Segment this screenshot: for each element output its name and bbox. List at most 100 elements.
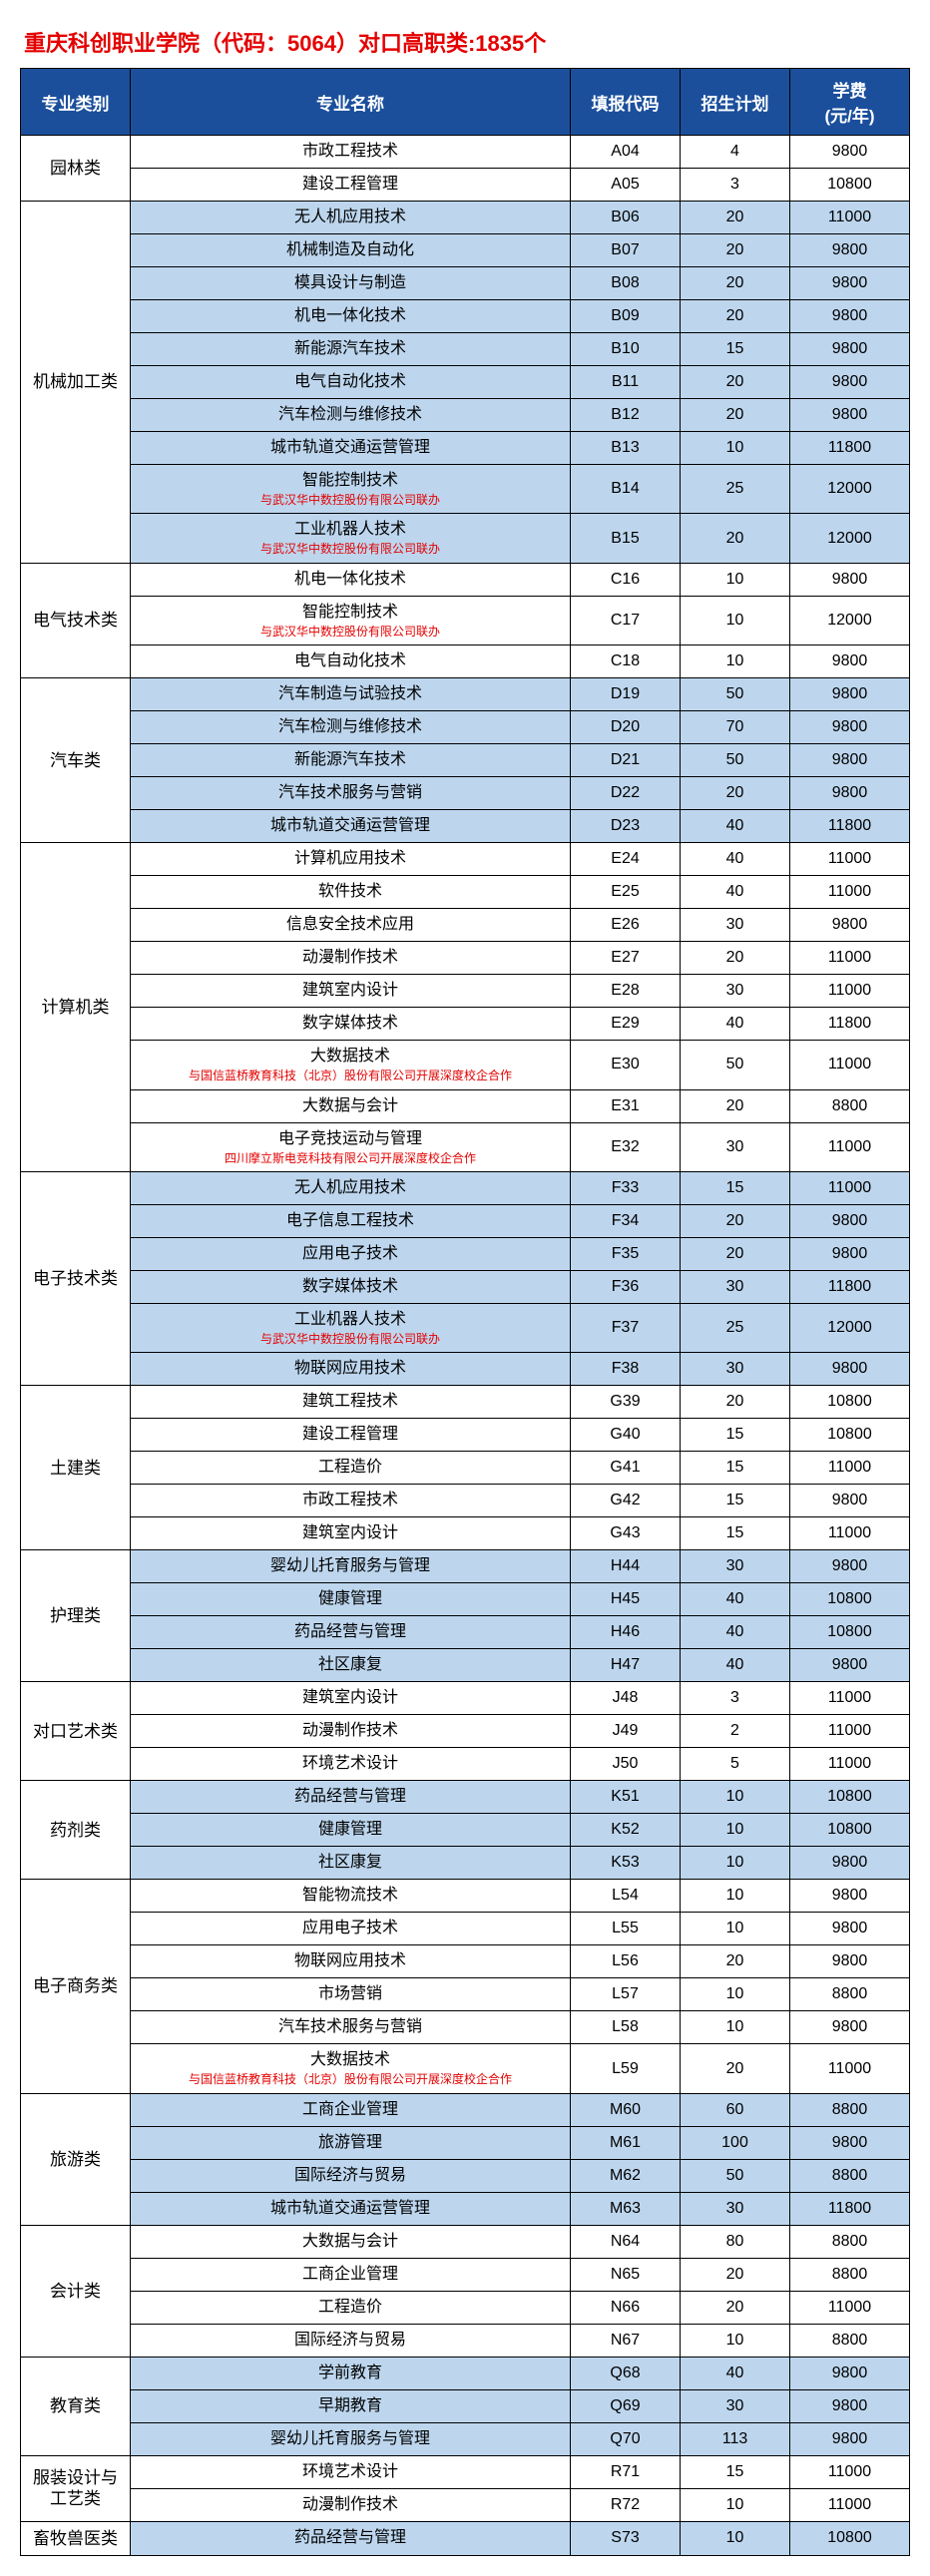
table-row: 服装设计与工艺类环境艺术设计R711511000 xyxy=(21,2455,910,2488)
cell-code: G42 xyxy=(571,1485,681,1517)
major-name: 大数据与会计 xyxy=(131,1089,571,1122)
cell-fee: 12000 xyxy=(790,1303,910,1352)
cell-code: A04 xyxy=(571,136,681,169)
category-cell: 计算机类 xyxy=(21,843,131,1172)
table-row: 健康管理K521010800 xyxy=(21,1814,910,1847)
cell-fee: 10800 xyxy=(790,2521,910,2555)
table-row: 园林类市政工程技术A0449800 xyxy=(21,136,910,169)
cell-plan: 20 xyxy=(681,1386,790,1419)
major-name: 学前教育 xyxy=(131,2357,571,2389)
cell-plan: 25 xyxy=(681,465,790,514)
category-cell: 电气技术类 xyxy=(21,563,131,677)
table-row: 建设工程管理G401510800 xyxy=(21,1419,910,1452)
enrollment-table: 专业类别 专业名称 填报代码 招生计划 学费(元/年) 园林类市政工程技术A04… xyxy=(20,68,910,2556)
cell-code: G40 xyxy=(571,1419,681,1452)
table-row: 电子技术类无人机应用技术F331511000 xyxy=(21,1171,910,1204)
cell-fee: 10800 xyxy=(790,1781,910,1814)
category-cell: 土建类 xyxy=(21,1386,131,1550)
cell-code: F38 xyxy=(571,1353,681,1386)
cell-fee: 11000 xyxy=(790,975,910,1008)
table-row: 电气自动化技术C18109800 xyxy=(21,645,910,678)
cell-plan: 20 xyxy=(681,514,790,563)
cell-fee: 11000 xyxy=(790,1041,910,1089)
table-row: 机械加工类无人机应用技术B062011000 xyxy=(21,202,910,234)
cell-fee: 9800 xyxy=(790,2389,910,2422)
cell-code: R72 xyxy=(571,2488,681,2521)
cell-code: E28 xyxy=(571,975,681,1008)
cell-code: L54 xyxy=(571,1880,681,1913)
major-name: 机电一体化技术 xyxy=(131,563,571,596)
table-row: 畜牧兽医类药品经营与管理S731010800 xyxy=(21,2521,910,2555)
major-subnote: 与国信蓝桥教育科技（北京）股份有限公司开展深度校企合作 xyxy=(135,2072,566,2086)
major-name: 模具设计与制造 xyxy=(131,267,571,300)
cell-code: K52 xyxy=(571,1814,681,1847)
major-name: 物联网应用技术 xyxy=(131,1353,571,1386)
major-name: 汽车检测与维修技术 xyxy=(131,711,571,744)
cell-fee: 8800 xyxy=(790,2159,910,2192)
table-row: 国际经济与贸易M62508800 xyxy=(21,2159,910,2192)
major-name: 市政工程技术 xyxy=(131,136,571,169)
table-row: 大数据技术与国信蓝桥教育科技（北京）股份有限公司开展深度校企合作E3050110… xyxy=(21,1041,910,1089)
cell-fee: 9800 xyxy=(790,2011,910,2044)
table-row: 城市轨道交通运营管理B131011800 xyxy=(21,432,910,465)
cell-code: F35 xyxy=(571,1237,681,1270)
cell-plan: 30 xyxy=(681,975,790,1008)
cell-code: E25 xyxy=(571,876,681,909)
cell-fee: 9800 xyxy=(790,2422,910,2455)
table-row: 工程造价G411511000 xyxy=(21,1452,910,1485)
major-name: 环境艺术设计 xyxy=(131,1748,571,1781)
table-row: 机械制造及自动化B07209800 xyxy=(21,234,910,267)
major-name: 建筑室内设计 xyxy=(131,1682,571,1715)
cell-code: B14 xyxy=(571,465,681,514)
cell-plan: 30 xyxy=(681,1122,790,1171)
cell-fee: 9800 xyxy=(790,711,910,744)
cell-fee: 9800 xyxy=(790,678,910,711)
cell-fee: 11800 xyxy=(790,2192,910,2225)
cell-fee: 12000 xyxy=(790,514,910,563)
cell-code: Q70 xyxy=(571,2422,681,2455)
major-name: 药品经营与管理 xyxy=(131,2521,571,2555)
table-row: 城市轨道交通运营管理M633011800 xyxy=(21,2192,910,2225)
cell-code: G41 xyxy=(571,1452,681,1485)
cell-plan: 15 xyxy=(681,1419,790,1452)
cell-fee: 8800 xyxy=(790,1978,910,2011)
cell-code: Q69 xyxy=(571,2389,681,2422)
cell-fee: 9800 xyxy=(790,1237,910,1270)
table-row: 健康管理H454010800 xyxy=(21,1583,910,1616)
table-row: 电子信息工程技术F34209800 xyxy=(21,1204,910,1237)
table-row: 信息安全技术应用E26309800 xyxy=(21,909,910,942)
cell-plan: 20 xyxy=(681,777,790,810)
table-row: 环境艺术设计J50511000 xyxy=(21,1748,910,1781)
category-cell: 对口艺术类 xyxy=(21,1682,131,1781)
cell-code: N67 xyxy=(571,2324,681,2357)
cell-code: G39 xyxy=(571,1386,681,1419)
cell-fee: 9800 xyxy=(790,1550,910,1583)
cell-code: R71 xyxy=(571,2455,681,2488)
table-row: 建筑室内设计G431511000 xyxy=(21,1517,910,1550)
cell-code: B15 xyxy=(571,514,681,563)
major-name: 电气自动化技术 xyxy=(131,645,571,678)
cell-plan: 113 xyxy=(681,2422,790,2455)
major-name: 数字媒体技术 xyxy=(131,1008,571,1041)
cell-fee: 9800 xyxy=(790,136,910,169)
cell-fee: 9800 xyxy=(790,366,910,399)
major-name: 汽车检测与维修技术 xyxy=(131,399,571,432)
table-row: 护理类婴幼儿托育服务与管理H44309800 xyxy=(21,1550,910,1583)
cell-code: L59 xyxy=(571,2044,681,2093)
cell-fee: 11800 xyxy=(790,1008,910,1041)
cell-code: M61 xyxy=(571,2126,681,2159)
table-row: 市场营销L57108800 xyxy=(21,1978,910,2011)
cell-fee: 9800 xyxy=(790,333,910,366)
cell-plan: 25 xyxy=(681,1303,790,1352)
cell-fee: 11000 xyxy=(790,1517,910,1550)
cell-fee: 11000 xyxy=(790,1122,910,1171)
category-cell: 教育类 xyxy=(21,2357,131,2455)
cell-plan: 4 xyxy=(681,136,790,169)
cell-fee: 9800 xyxy=(790,1945,910,1978)
major-name: 工商企业管理 xyxy=(131,2258,571,2291)
cell-code: F34 xyxy=(571,1204,681,1237)
cell-plan: 50 xyxy=(681,744,790,777)
cell-plan: 50 xyxy=(681,1041,790,1089)
cell-fee: 9800 xyxy=(790,563,910,596)
cell-plan: 40 xyxy=(681,1008,790,1041)
